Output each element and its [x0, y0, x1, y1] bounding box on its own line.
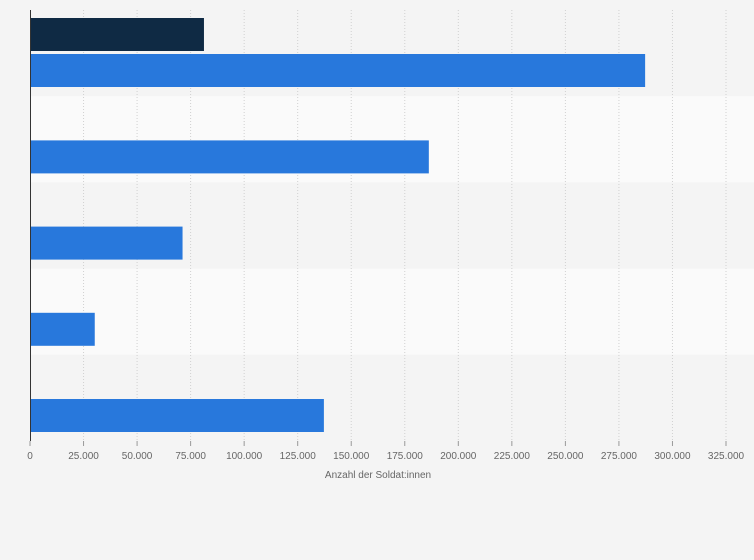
- x-tick-label: 125.000: [280, 451, 317, 462]
- x-axis-ticks: 0 25.000 50.000 75.000 100.000 125.000 150.000…: [27, 441, 745, 462]
- bar-2-5[interactable]: [30, 399, 324, 432]
- x-tick-label: 25.000: [68, 451, 99, 462]
- x-tick-label: 300.000: [654, 451, 691, 462]
- x-tick-label: 325.000: [708, 451, 745, 462]
- x-tick-label: 250.000: [547, 451, 584, 462]
- x-tick-label: 75.000: [175, 451, 206, 462]
- x-tick-label: 225.000: [494, 451, 531, 462]
- x-tick-label: 0: [27, 451, 33, 462]
- x-tick-label: 50.000: [122, 451, 153, 462]
- row-band: [30, 268, 754, 355]
- bars: [30, 18, 646, 432]
- bar-2-4[interactable]: [30, 312, 95, 346]
- x-tick-label: 150.000: [333, 451, 370, 462]
- x-axis-title: Anzahl der Soldat:innen: [325, 470, 431, 481]
- x-tick-label: 100.000: [226, 451, 263, 462]
- bar-1-1[interactable]: [30, 18, 204, 51]
- x-tick-label: 175.000: [387, 451, 424, 462]
- bar-2-2[interactable]: [30, 140, 429, 174]
- x-tick-label: 200.000: [440, 451, 477, 462]
- x-tick-label: 275.000: [601, 451, 638, 462]
- bar-2-1[interactable]: [30, 54, 646, 87]
- bar-2-3[interactable]: [30, 226, 183, 260]
